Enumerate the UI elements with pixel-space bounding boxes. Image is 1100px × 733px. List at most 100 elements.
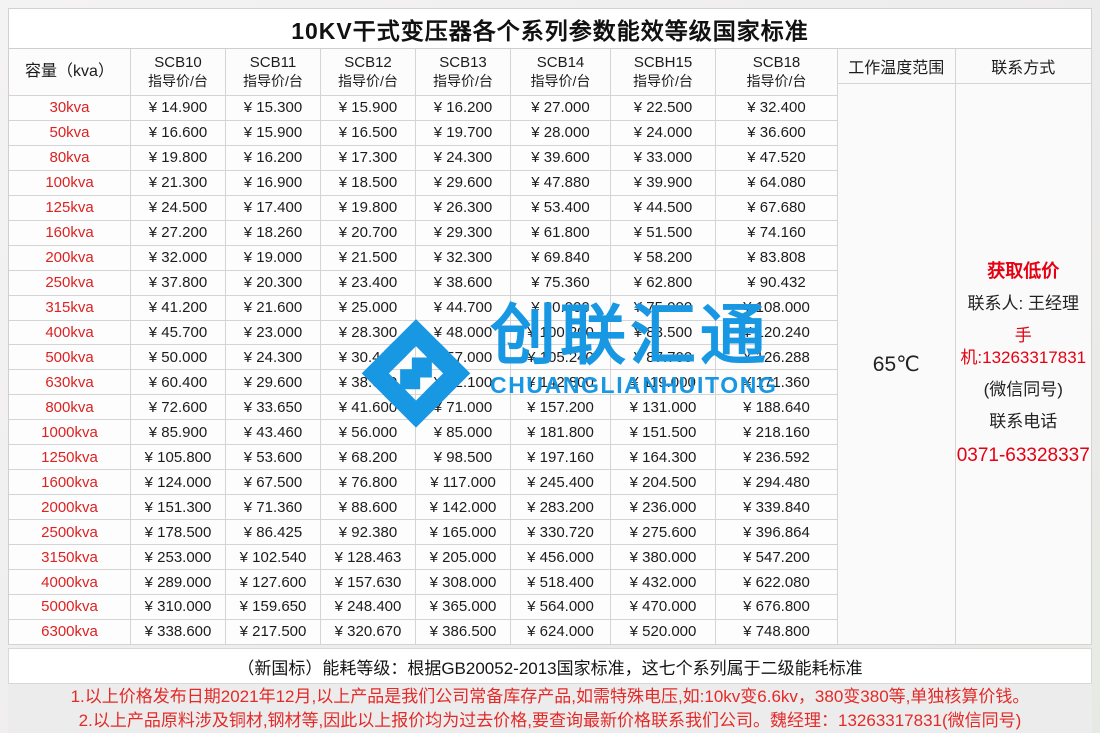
table-row: 250kva ¥ 37.800 ¥ 20.300 ¥ 23.400 ¥ 38.600 ¥ … (9, 270, 838, 296)
price-cell: ¥ 338.600 (131, 619, 226, 645)
capacity-cell: 250kva (9, 270, 131, 296)
price-cell: ¥ 19.800 (321, 195, 416, 221)
price-cell: ¥ 85.000 (416, 420, 511, 446)
price-cell: ¥ 56.000 (321, 420, 416, 446)
price-cell: ¥ 38.600 (416, 270, 511, 296)
capacity-cell: 125kva (9, 195, 131, 221)
capacity-cell: 500kva (9, 345, 131, 371)
content-row: 容量（kva） SCB10 指导价/台 SCB11 指导价/台 SCB12 指导价/台 SCB… (8, 48, 1092, 645)
price-cell: ¥ 41.200 (131, 295, 226, 321)
contact-header: 联系方式 (955, 49, 1092, 84)
price-cell: ¥ 22.500 (611, 95, 716, 121)
price-cell: ¥ 275.600 (611, 520, 716, 546)
table-row: 6300kva ¥ 338.600 ¥ 217.500 ¥ 320.670 ¥ 386.… (9, 619, 838, 645)
price-cell: ¥ 151.500 (611, 420, 716, 446)
price-cell: ¥ 32.400 (716, 95, 838, 121)
price-cell: ¥ 205.000 (416, 545, 511, 571)
price-cell: ¥ 58.200 (611, 245, 716, 271)
price-cell: ¥ 87.700 (611, 345, 716, 371)
price-cell: ¥ 310.000 (131, 594, 226, 620)
capacity-cell: 5000kva (9, 594, 131, 620)
price-cell: ¥ 27.200 (131, 220, 226, 246)
price-cell: ¥ 19.800 (131, 145, 226, 171)
price-cell: ¥ 16.200 (226, 145, 321, 171)
price-cell: ¥ 90.432 (716, 270, 838, 296)
price-cell: ¥ 43.460 (226, 420, 321, 446)
capacity-cell: 1600kva (9, 470, 131, 496)
capacity-cell: 100kva (9, 170, 131, 196)
price-cell: ¥ 283.200 (511, 495, 611, 521)
table-row: 1250kva ¥ 105.800 ¥ 53.600 ¥ 68.200 ¥ 98.500… (9, 445, 838, 471)
price-cell: ¥ 75.000 (611, 295, 716, 321)
price-cell: ¥ 253.000 (131, 545, 226, 571)
price-cell: ¥ 178.500 (131, 520, 226, 546)
price-cell: ¥ 105.800 (131, 445, 226, 471)
contact-line: 联系人: 王经理 (967, 294, 1079, 314)
price-cell: ¥ 456.000 (511, 545, 611, 571)
price-cell: ¥ 68.200 (321, 445, 416, 471)
price-cell: ¥ 24.300 (416, 145, 511, 171)
table-row: 200kva ¥ 32.000 ¥ 19.000 ¥ 21.500 ¥ 32.300 ¥ … (9, 245, 838, 271)
price-cell: ¥ 38.630 (321, 370, 416, 396)
price-cell: ¥ 748.800 (716, 619, 838, 645)
table-row: 500kva ¥ 50.000 ¥ 24.300 ¥ 30.400 ¥ 57.000 ¥ … (9, 345, 838, 371)
price-cell: ¥ 33.650 (226, 395, 321, 421)
price-cell: ¥ 624.000 (511, 619, 611, 645)
price-cell: ¥ 20.700 (321, 220, 416, 246)
capacity-cell: 80kva (9, 145, 131, 171)
price-cell: ¥ 83.808 (716, 245, 838, 271)
price-cell: ¥ 75.360 (511, 270, 611, 296)
table-row: 5000kva ¥ 310.000 ¥ 159.650 ¥ 248.400 ¥ 365.… (9, 594, 838, 620)
temperature-column: 工作温度范围 65℃ (838, 49, 956, 645)
price-cell: ¥ 120.240 (716, 320, 838, 346)
price-cell: ¥ 128.463 (321, 545, 416, 571)
price-cell: ¥ 29.300 (416, 220, 511, 246)
price-cell: ¥ 131.000 (611, 395, 716, 421)
price-cell: ¥ 33.000 (611, 145, 716, 171)
capacity-cell: 50kva (9, 120, 131, 146)
price-cell: ¥ 29.600 (416, 170, 511, 196)
price-cell: ¥ 41.600 (321, 395, 416, 421)
price-cell: ¥ 157.200 (511, 395, 611, 421)
contact-line: 手机:13263317831 (960, 326, 1087, 368)
price-cell: ¥ 39.600 (511, 145, 611, 171)
price-cell: ¥ 16.900 (226, 170, 321, 196)
table-header-row: 容量（kva） SCB10 指导价/台 SCB11 指导价/台 SCB12 指导价/台 SCB… (9, 49, 838, 96)
price-cell: ¥ 83.500 (611, 320, 716, 346)
price-cell: ¥ 14.900 (131, 95, 226, 121)
price-cell: ¥ 50.000 (131, 345, 226, 371)
standard-note: （新国标）能耗等级：根据GB20052-2013国家标准，这七个系列属于二级能耗… (8, 648, 1092, 684)
price-cell: ¥ 236.000 (611, 495, 716, 521)
price-cell: ¥ 15.900 (321, 95, 416, 121)
contact-line: (微信同号) (983, 380, 1063, 400)
price-cell: ¥ 21.300 (131, 170, 226, 196)
price-cell: ¥ 294.480 (716, 470, 838, 496)
price-cell: ¥ 53.400 (511, 195, 611, 221)
price-cell: ¥ 60.400 (131, 370, 226, 396)
price-cell: ¥ 64.080 (716, 170, 838, 196)
price-cell: ¥ 289.000 (131, 570, 226, 595)
capacity-cell: 1250kva (9, 445, 131, 471)
contact-line: 联系电话 (989, 412, 1058, 432)
price-cell: ¥ 15.300 (226, 95, 321, 121)
price-cell: ¥ 47.520 (716, 145, 838, 171)
price-cell: ¥ 20.300 (226, 270, 321, 296)
table-row: 80kva ¥ 19.800 ¥ 16.200 ¥ 17.300 ¥ 24.300 ¥ 3… (9, 145, 838, 171)
price-cell: ¥ 45.700 (131, 320, 226, 346)
price-cell: ¥ 127.600 (226, 570, 321, 595)
price-cell: ¥ 98.500 (416, 445, 511, 471)
price-cell: ¥ 85.900 (131, 420, 226, 446)
price-cell: ¥ 124.000 (131, 470, 226, 496)
price-cell: ¥ 320.670 (321, 619, 416, 645)
price-cell: ¥ 380.000 (611, 545, 716, 571)
price-cell: ¥ 396.864 (716, 520, 838, 546)
price-cell: ¥ 16.200 (416, 95, 511, 121)
price-cell: ¥ 16.500 (321, 120, 416, 146)
capacity-cell: 160kva (9, 220, 131, 246)
price-cell: ¥ 142.000 (416, 495, 511, 521)
price-cell: ¥ 365.000 (416, 594, 511, 620)
capacity-cell: 315kva (9, 295, 131, 321)
price-cell: ¥ 44.700 (416, 295, 511, 321)
contact-cell: 获取低价 联系人: 王经理 手机:13263317831 (微信同号) 联系电话 0371… (955, 84, 1092, 645)
price-cell: ¥ 76.800 (321, 470, 416, 496)
